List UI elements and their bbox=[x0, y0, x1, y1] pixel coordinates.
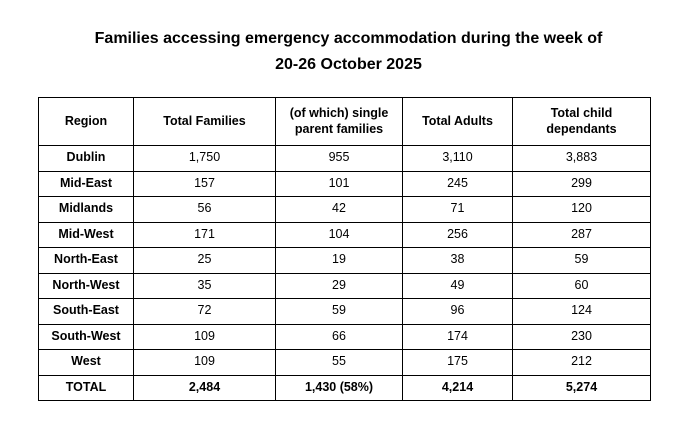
value-cell: 287 bbox=[512, 221, 651, 248]
value-cell: 4,214 bbox=[402, 374, 513, 401]
table-row: South-East 72 59 96 124 bbox=[38, 298, 651, 325]
value-cell: 38 bbox=[402, 247, 513, 274]
value-cell: 299 bbox=[512, 170, 651, 197]
table-row: Mid-West 171 104 256 287 bbox=[38, 221, 651, 248]
value-cell: 101 bbox=[275, 170, 403, 197]
value-cell: 230 bbox=[512, 323, 651, 350]
value-cell: 56 bbox=[133, 196, 276, 223]
value-cell: 59 bbox=[275, 298, 403, 325]
region-name: Midlands bbox=[38, 196, 134, 223]
header-row: Region Total Families (of which) single pa… bbox=[38, 97, 651, 146]
table-row: South-West 109 66 174 230 bbox=[38, 323, 651, 350]
value-cell: 55 bbox=[275, 349, 403, 376]
value-cell: 66 bbox=[275, 323, 403, 350]
region-name: South-West bbox=[38, 323, 134, 350]
value-cell: 35 bbox=[133, 272, 276, 299]
region-name: South-East bbox=[38, 298, 134, 325]
value-cell: 42 bbox=[275, 196, 403, 223]
value-cell: 25 bbox=[133, 247, 276, 274]
value-cell: 109 bbox=[133, 323, 276, 350]
table-row: Midlands 56 42 71 120 bbox=[38, 196, 651, 223]
value-cell: 175 bbox=[402, 349, 513, 376]
value-cell: 5,274 bbox=[512, 374, 651, 401]
value-cell: 19 bbox=[275, 247, 403, 274]
table-row: North-West 35 29 49 60 bbox=[38, 272, 651, 299]
region-name: Mid-East bbox=[38, 170, 134, 197]
column-header-4: Total child dependants bbox=[512, 97, 651, 146]
value-cell: 72 bbox=[133, 298, 276, 325]
table-body: Dublin 1,750 955 3,110 3,883 Mid-East 157 101 24… bbox=[38, 145, 651, 401]
value-cell: 245 bbox=[402, 170, 513, 197]
column-header-2: (of which) single parent families bbox=[275, 97, 403, 146]
value-cell: 955 bbox=[275, 145, 403, 172]
total-row: TOTAL 2,484 1,430 (58%) 4,214 5,274 bbox=[38, 374, 651, 401]
value-cell: 256 bbox=[402, 221, 513, 248]
total-label: TOTAL bbox=[38, 374, 134, 401]
table-row: Mid-East 157 101 245 299 bbox=[38, 170, 651, 197]
table-row: Dublin 1,750 955 3,110 3,883 bbox=[38, 145, 651, 172]
region-name: West bbox=[38, 349, 134, 376]
value-cell: 1,430 (58%) bbox=[275, 374, 403, 401]
value-cell: 171 bbox=[133, 221, 276, 248]
value-cell: 96 bbox=[402, 298, 513, 325]
column-header-3: Total Adults bbox=[402, 97, 513, 146]
column-header-0: Region bbox=[38, 97, 134, 146]
value-cell: 109 bbox=[133, 349, 276, 376]
accommodation-table: Region Total Families (of which) single pa… bbox=[38, 97, 651, 401]
value-cell: 29 bbox=[275, 272, 403, 299]
value-cell: 120 bbox=[512, 196, 651, 223]
value-cell: 71 bbox=[402, 196, 513, 223]
column-header-1: Total Families bbox=[133, 97, 276, 146]
title-line-2: 20-26 October 2025 bbox=[275, 56, 422, 73]
value-cell: 174 bbox=[402, 323, 513, 350]
value-cell: 124 bbox=[512, 298, 651, 325]
table-header: Region Total Families (of which) single pa… bbox=[38, 97, 651, 146]
value-cell: 104 bbox=[275, 221, 403, 248]
value-cell: 49 bbox=[402, 272, 513, 299]
region-name: North-West bbox=[38, 272, 134, 299]
region-name: Mid-West bbox=[38, 221, 134, 248]
value-cell: 212 bbox=[512, 349, 651, 376]
region-name: North-East bbox=[38, 247, 134, 274]
value-cell: 59 bbox=[512, 247, 651, 274]
value-cell: 2,484 bbox=[133, 374, 276, 401]
table-row: North-East 25 19 38 59 bbox=[38, 247, 651, 274]
title-line-1: Families accessing emergency accommodati… bbox=[94, 30, 603, 47]
document-title: Families accessing emergency accommodati… bbox=[0, 26, 697, 78]
table-row: West 109 55 175 212 bbox=[38, 349, 651, 376]
value-cell: 3,883 bbox=[512, 145, 651, 172]
value-cell: 1,750 bbox=[133, 145, 276, 172]
region-name: Dublin bbox=[38, 145, 134, 172]
value-cell: 60 bbox=[512, 272, 651, 299]
value-cell: 3,110 bbox=[402, 145, 513, 172]
value-cell: 157 bbox=[133, 170, 276, 197]
